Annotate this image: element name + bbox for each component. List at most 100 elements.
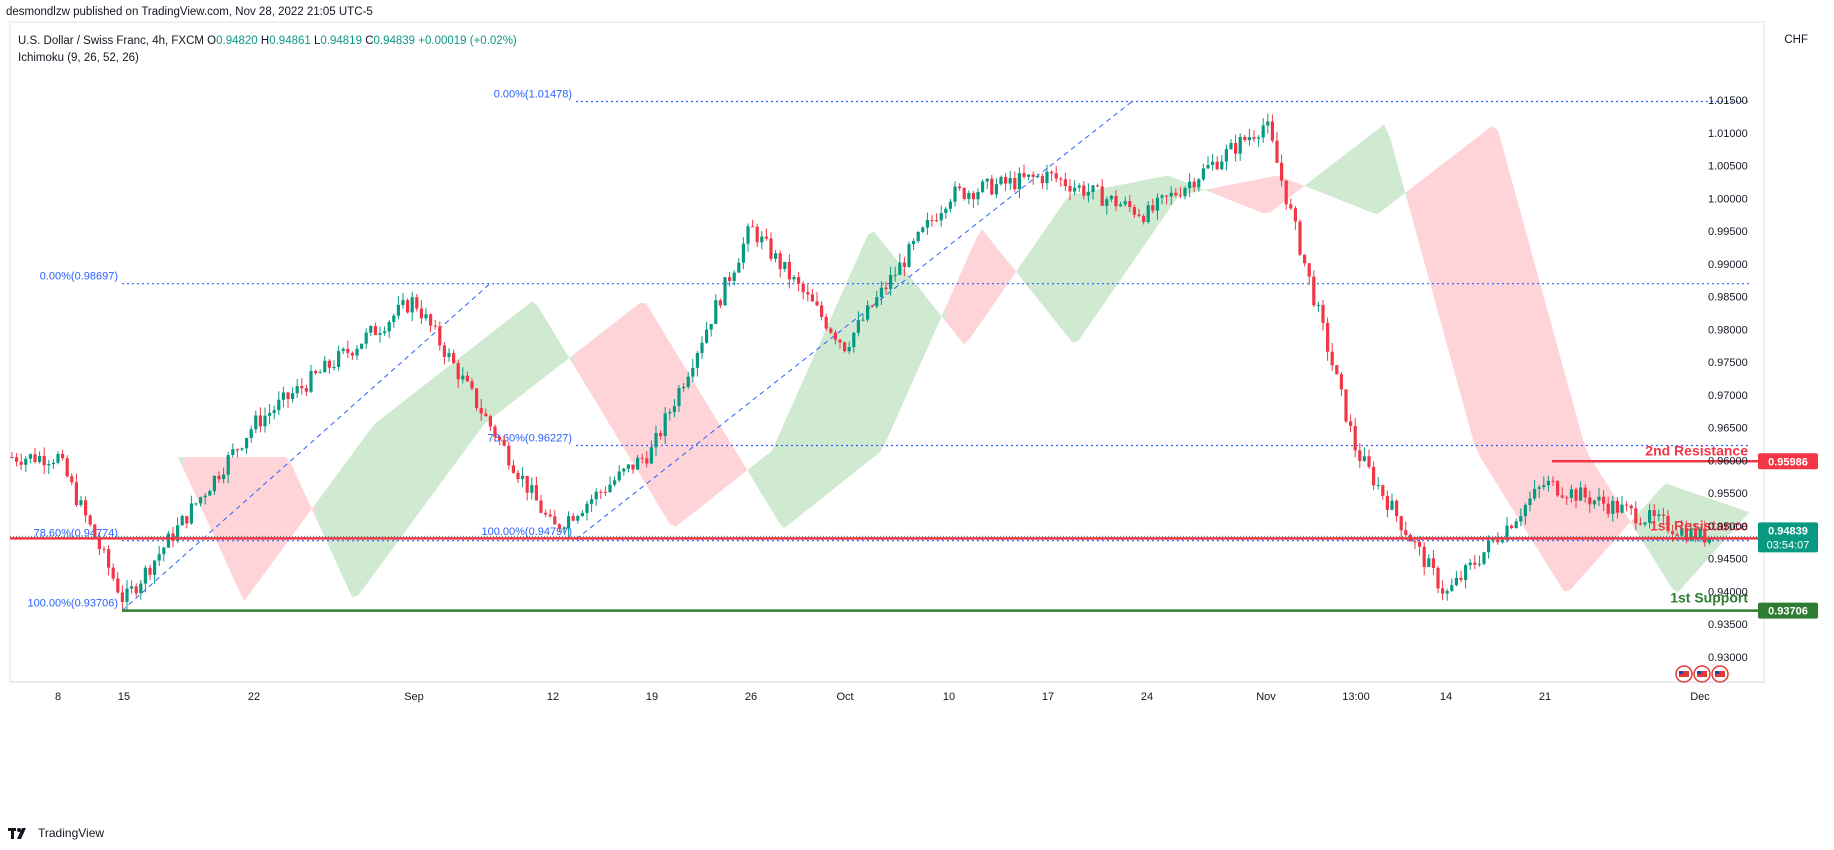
candle-body [1293,208,1297,222]
flag-stripes [1697,671,1707,677]
event-flags[interactable] [1675,665,1729,683]
candle-body [1666,515,1670,532]
candle [833,330,837,345]
candle-body [1339,374,1343,390]
candle-body [1165,195,1169,197]
cloud-segment [574,349,580,376]
cloud-segment [1498,130,1504,496]
candle-body [369,326,373,333]
candle [102,546,106,554]
cloud-segment [970,239,976,339]
candle [1602,490,1606,511]
candle-body [1321,304,1325,323]
candle-body [254,415,258,430]
candle [810,288,814,302]
cloud-segment [952,279,958,337]
price-tick-label: 1.01500 [1708,95,1748,107]
candle [856,311,860,337]
fib-trend-line [575,101,1133,540]
candle [1284,180,1288,210]
candle [571,512,575,522]
candle [682,382,686,392]
candle-body [1206,165,1210,169]
close-value: 0.94839 [373,35,416,47]
candle-body [1280,162,1284,181]
cloud-segment [586,340,592,396]
candle-body [1045,171,1049,184]
candle-body [93,524,97,539]
first-resistance-label: 1st Resistance [1650,517,1748,533]
candle-body [1197,179,1201,188]
candle [1312,270,1316,308]
candle [1588,490,1592,513]
candle-body [1657,514,1661,517]
price-tick-label: 0.96500 [1708,423,1748,435]
candle [617,465,621,483]
candle-body [277,399,281,411]
candle-body [488,416,492,427]
cloud-segment [448,362,454,474]
candle [971,190,975,208]
candle-body [272,410,276,413]
candle-body [1496,539,1500,543]
candle [1330,342,1334,371]
candle [709,323,713,337]
candle-body [953,186,957,202]
candle-body [636,457,640,470]
candle-body [833,332,837,340]
candle [475,387,479,412]
cloud-segment [1588,453,1594,570]
cloud-segment [208,457,214,536]
cloud-segment [484,334,490,425]
cloud-segment [1738,508,1744,525]
candle [580,509,584,517]
candle-body [1487,540,1491,553]
candle [1459,570,1463,583]
time-tick-label: Nov [1256,691,1276,703]
candle [981,179,985,194]
cloud-segment [1294,181,1300,194]
candle [755,223,759,247]
cloud-segment [238,457,244,602]
cloud-segment [382,413,388,564]
cloud-segment [934,306,940,334]
candle [1298,219,1302,256]
cloud-segment [1726,504,1732,539]
candle [295,378,299,398]
candle-body [1220,161,1224,170]
candle-body [258,415,262,427]
candle [268,404,272,424]
candle-body [525,475,529,493]
candle-body [1468,562,1472,566]
candle [33,448,37,464]
candle [663,407,667,445]
candle-body [999,176,1003,185]
candle-body [994,184,998,195]
candle [88,514,92,527]
cloud-segment [232,457,238,589]
candle-body [571,516,575,521]
candle-body [746,226,750,244]
indicator-legend[interactable]: Ichimoku (9, 26, 52, 26) [18,52,139,64]
first-support-price-tag: 0.93706 [1758,602,1818,619]
candle-body [327,360,331,368]
cloud-segment [1720,502,1726,546]
candle [143,565,147,593]
cloud-segment [1102,187,1108,307]
candle [1243,134,1247,143]
candle-body [1234,142,1238,154]
candle [764,228,768,241]
candle-body [1224,149,1228,162]
symbol-name[interactable]: U.S. Dollar / Swiss Franc, 4h, FXCM [18,35,204,47]
candle-body [1008,178,1012,184]
candle-body [576,515,580,521]
candle-body [792,276,796,280]
candle [350,351,354,360]
candle-body [355,348,359,356]
cloud-segment [706,402,712,503]
candle-body [1109,195,1113,200]
cloud-segment [940,306,946,322]
time-tick-label: 8 [55,691,61,703]
candle [355,345,359,361]
